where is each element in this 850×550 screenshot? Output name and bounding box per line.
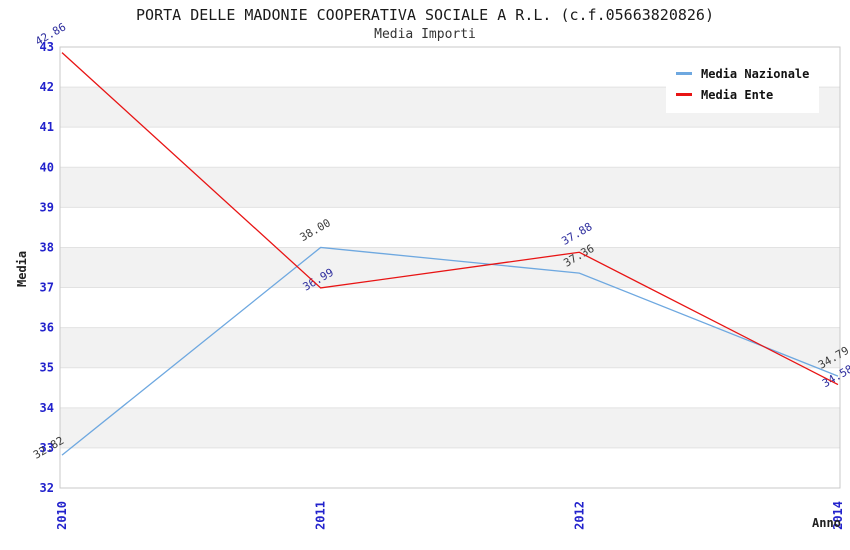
y-tick-label: 43 xyxy=(40,40,54,54)
legend: Media Nazionale Media Ente xyxy=(666,57,820,113)
chart-subtitle: Media Importi xyxy=(374,27,476,42)
plot-band xyxy=(60,247,840,288)
x-tick-label: 2014 xyxy=(831,501,845,530)
x-tick-label: 2010 xyxy=(55,501,69,530)
y-tick-label: 39 xyxy=(40,200,54,214)
data-point-label: 38.00 xyxy=(298,216,333,244)
legend-swatch-media-nazionale xyxy=(676,72,692,75)
y-tick-label: 38 xyxy=(40,240,54,254)
series-line-media-ente xyxy=(61,52,839,386)
legend-label-media-nazionale: Media Nazionale xyxy=(701,66,810,81)
y-tick-label: 35 xyxy=(40,361,54,375)
y-axis-title: Media xyxy=(15,250,29,287)
y-tick-label: 34 xyxy=(40,401,54,415)
x-tick-label: 2012 xyxy=(572,501,586,530)
plot-band xyxy=(60,327,840,368)
y-tick-label: 33 xyxy=(40,441,54,455)
chart-title: PORTA DELLE MADONIE COOPERATIVA SOCIALE … xyxy=(136,6,714,24)
legend-item-media-ente: Media Ente xyxy=(676,84,809,105)
y-tick-label: 37 xyxy=(40,281,54,295)
series-line-media-nazionale xyxy=(61,246,839,456)
y-tick-label: 41 xyxy=(40,120,54,134)
legend-item-media-nazionale: Media Nazionale xyxy=(676,63,809,84)
x-tick-label: 2011 xyxy=(314,501,328,530)
y-tick-label: 42 xyxy=(40,80,54,94)
y-tick-label: 40 xyxy=(40,160,54,174)
y-tick-label: 32 xyxy=(40,481,54,495)
legend-swatch-media-ente xyxy=(676,93,692,96)
plot-band xyxy=(60,167,840,208)
data-point-label: 32.82 xyxy=(31,434,66,462)
plot-border xyxy=(59,46,841,489)
plot-band xyxy=(60,407,840,448)
x-axis-title: Anno xyxy=(812,516,841,530)
y-tick-label: 36 xyxy=(40,321,54,335)
legend-label-media-ente: Media Ente xyxy=(701,87,774,102)
